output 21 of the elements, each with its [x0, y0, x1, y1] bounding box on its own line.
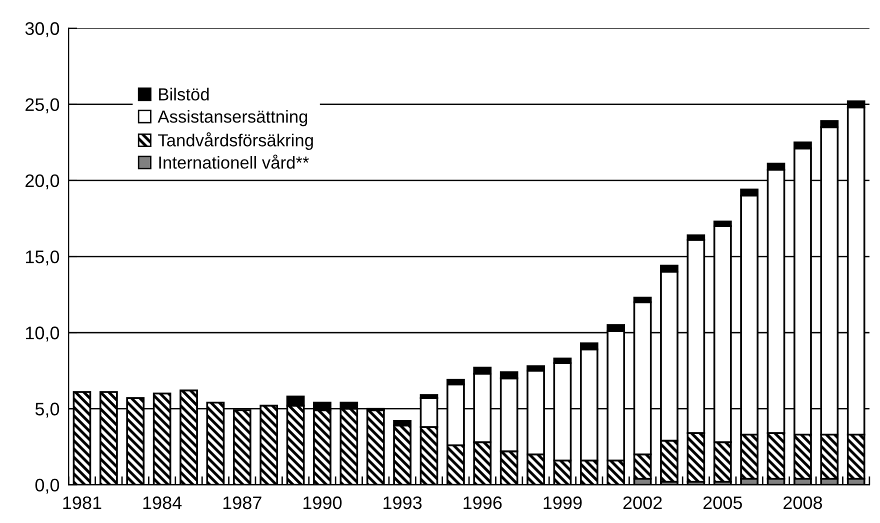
y-tick-label: 25,0 — [26, 98, 60, 114]
x-tick-label: 1987 — [223, 496, 262, 510]
x-tick-label: 1981 — [63, 496, 102, 510]
x-tick-label: 1990 — [304, 496, 342, 510]
y-tick-label: 5,0 — [35, 402, 60, 418]
legend-label: Assistansersättning — [158, 110, 308, 126]
x-tick-label: 1999 — [544, 496, 582, 510]
legend-label: Internationell vård** — [159, 154, 309, 169]
x-tick-label: 2008 — [784, 496, 822, 510]
legend-label: Bilstöd — [159, 88, 209, 101]
y-tick-label: 0,0 — [35, 478, 60, 494]
x-tick-label: 1996 — [464, 496, 502, 510]
y-tick-label: 15,0 — [26, 250, 60, 266]
x-tick-label: 1984 — [143, 496, 182, 510]
x-tick-label: 2005 — [703, 496, 742, 510]
y-tick-label: 10,0 — [26, 326, 60, 342]
x-tick-label: 1993 — [384, 496, 422, 510]
y-tick-label: 20,0 — [26, 174, 60, 190]
x-tick-label: 2002 — [623, 496, 662, 510]
legend-label: Tandvårdsförsäkring — [158, 132, 313, 150]
y-tick-label: 30,0 — [25, 22, 60, 38]
